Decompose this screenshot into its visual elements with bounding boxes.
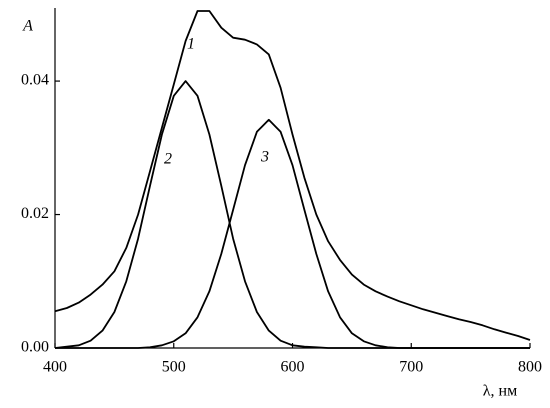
x-tick-label: 400	[43, 359, 67, 376]
y-tick-label: 0.00	[21, 339, 49, 356]
x-tick-label: 700	[399, 359, 423, 376]
curve	[54, 80, 530, 349]
y-tick-label: 0.02	[21, 205, 49, 222]
y-axis-label: A	[22, 18, 33, 35]
curve-label: 2	[164, 151, 172, 168]
curve-label: 1	[187, 36, 195, 53]
curve	[55, 118, 530, 349]
y-tick-label: 0.04	[21, 72, 49, 89]
x-tick-label: 500	[162, 359, 186, 376]
curve	[54, 10, 531, 341]
x-tick-label: 600	[281, 359, 305, 376]
x-axis-label: λ, нм	[483, 383, 517, 400]
x-tick-label: 800	[518, 359, 542, 376]
curve-label: 3	[260, 149, 269, 166]
